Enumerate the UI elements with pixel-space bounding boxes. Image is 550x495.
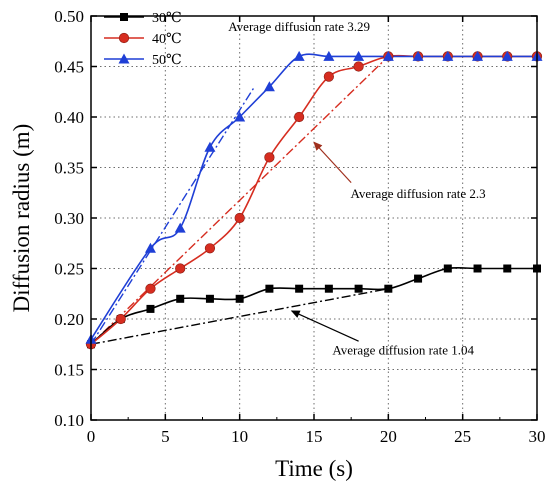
x-tick-label: 30 <box>529 427 546 446</box>
data-point <box>473 264 482 273</box>
legend-label: 50℃ <box>152 53 182 68</box>
annotation-label: Average diffusion rate 1.04 <box>332 342 474 357</box>
data-point <box>175 263 186 274</box>
trend-line <box>90 55 389 345</box>
x-axis-title: Time (s) <box>275 456 353 481</box>
legend-marker <box>118 32 130 44</box>
grid-lines <box>91 16 537 420</box>
data-point <box>382 50 394 61</box>
data-markers <box>85 50 543 350</box>
data-point <box>443 264 452 273</box>
data-point <box>472 50 484 61</box>
annotation-label: Average diffusion rate 2.3 <box>350 186 485 201</box>
data-point <box>204 141 216 152</box>
data-point <box>501 50 513 61</box>
y-tick-label: 0.25 <box>54 260 84 279</box>
y-tick-label: 0.50 <box>54 7 84 26</box>
data-point <box>263 81 275 92</box>
data-point <box>293 50 305 61</box>
series-line <box>90 266 537 345</box>
data-point <box>115 313 126 325</box>
data-point <box>324 284 333 293</box>
annotations: Average diffusion rate 3.29 Average diffu… <box>228 19 485 357</box>
legend-marker <box>120 13 128 21</box>
data-point <box>264 152 275 163</box>
data-point <box>353 61 364 72</box>
data-point <box>414 274 423 283</box>
y-tick-label: 0.30 <box>54 209 84 228</box>
data-point <box>354 284 363 293</box>
y-tick-label: 0.40 <box>54 108 84 127</box>
data-point <box>234 212 245 224</box>
annotation-arrow <box>313 141 352 184</box>
data-point <box>265 284 274 293</box>
annotation-arrow <box>290 310 359 342</box>
y-axis-title: Diffusion radius (m) <box>9 124 34 313</box>
trend-lines <box>90 55 389 345</box>
data-point <box>412 50 424 61</box>
data-point <box>176 294 185 303</box>
y-tick-label: 0.45 <box>54 58 84 77</box>
data-point <box>144 242 156 253</box>
y-tick-label: 0.10 <box>54 411 84 430</box>
data-point <box>503 264 512 273</box>
data-point <box>205 294 214 303</box>
annotation-label: Average diffusion rate 3.29 <box>228 19 370 34</box>
data-point <box>295 284 304 293</box>
legend-marker <box>118 53 130 64</box>
legend-label: 40℃ <box>152 32 182 47</box>
axis-ticks: 0 5 10 15 20 25 30 0.10 0.15 0.20 0.25 0.30 0.35 0.40… <box>54 7 545 446</box>
data-point <box>174 222 186 233</box>
y-tick-label: 0.20 <box>54 310 84 329</box>
x-tick-label: 25 <box>454 427 471 446</box>
legend: 30℃ 40℃ 50℃ <box>104 11 182 68</box>
x-tick-label: 15 <box>306 427 323 446</box>
x-tick-label: 10 <box>231 427 248 446</box>
data-point <box>353 50 365 61</box>
y-tick-label: 0.15 <box>54 361 84 380</box>
data-point <box>204 243 216 254</box>
legend-label: 30℃ <box>152 11 182 26</box>
data-point <box>146 304 155 313</box>
data-point <box>235 294 244 303</box>
x-tick-label: 20 <box>380 427 397 446</box>
x-tick-label: 0 <box>87 427 96 446</box>
data-point <box>442 50 454 61</box>
data-point <box>294 111 305 123</box>
x-tick-label: 5 <box>161 427 170 446</box>
data-point <box>323 50 335 61</box>
data-point <box>323 71 334 82</box>
y-tick-label: 0.35 <box>54 159 84 178</box>
data-point <box>145 283 156 294</box>
data-point <box>234 111 246 122</box>
data-point <box>384 284 393 293</box>
